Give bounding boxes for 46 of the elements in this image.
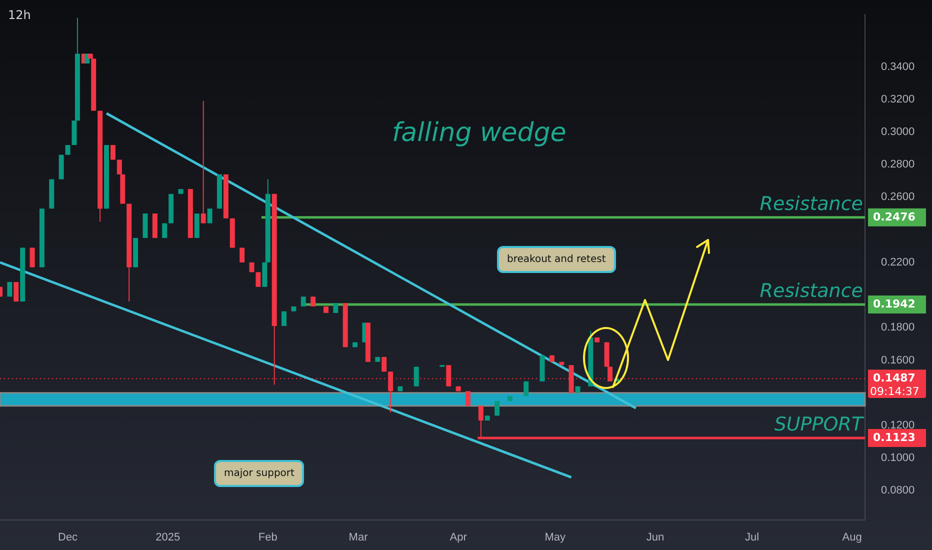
y-tick-label: 0.0800 xyxy=(881,484,915,497)
data-label: 0.1942 xyxy=(873,297,916,310)
y-tick-label: 0.1200 xyxy=(881,419,915,432)
ref-line-label: 0.1487 xyxy=(873,372,916,385)
series-label: Resistance xyxy=(760,280,863,302)
candlestick xyxy=(207,208,212,224)
y-tick-label: 0.1000 xyxy=(881,452,915,464)
candlestick xyxy=(256,272,261,288)
data-label: 0.2476 xyxy=(873,210,916,224)
candlestick xyxy=(30,247,35,268)
series-label: Resistance xyxy=(760,192,863,215)
y-tick-label: 0.2600 xyxy=(881,191,915,204)
text: 09:14:37 xyxy=(868,385,926,398)
y-tick-label: 0.2200 xyxy=(881,256,915,268)
candlestick xyxy=(110,144,116,160)
candlestick xyxy=(65,144,70,156)
y-tick-label: 0.3000 xyxy=(881,126,915,138)
x-tick-label: Apr xyxy=(450,532,468,544)
candlestick xyxy=(333,302,338,314)
candlestick xyxy=(414,366,419,387)
series-label: SUPPORT xyxy=(774,413,864,436)
x-tick-label: Jun xyxy=(646,532,664,544)
y-tick-label: 0.3400 xyxy=(881,60,915,73)
annotation: major support xyxy=(214,460,304,487)
x-tick-label: 2025 xyxy=(156,532,180,544)
chart-title: 12h xyxy=(8,8,31,22)
candlestick xyxy=(200,100,206,224)
y-tick-label: 0.2800 xyxy=(881,158,915,171)
x-tick-label: Jul xyxy=(745,532,760,544)
x-tick-label: Aug xyxy=(842,532,862,544)
candlestick xyxy=(310,296,316,307)
candlestick xyxy=(162,222,168,238)
candlestick xyxy=(282,310,287,326)
data-label: 0.1123 xyxy=(873,430,916,444)
y-tick-label: 0.1800 xyxy=(881,322,915,334)
x-tick-label: Feb xyxy=(258,532,278,544)
y-tick-label: 0.3200 xyxy=(881,93,915,106)
x-tick-label: Mar xyxy=(348,532,368,544)
candlestick xyxy=(388,371,394,413)
y-tick-label: 0.1600 xyxy=(881,354,915,366)
candlestick xyxy=(240,247,245,263)
x-tick-label: Dec xyxy=(58,532,78,544)
annotation: breakout and retest xyxy=(497,246,616,273)
annotation: falling wedge xyxy=(392,118,566,148)
x-tick-label: May xyxy=(544,532,566,544)
candlestick xyxy=(300,296,306,307)
